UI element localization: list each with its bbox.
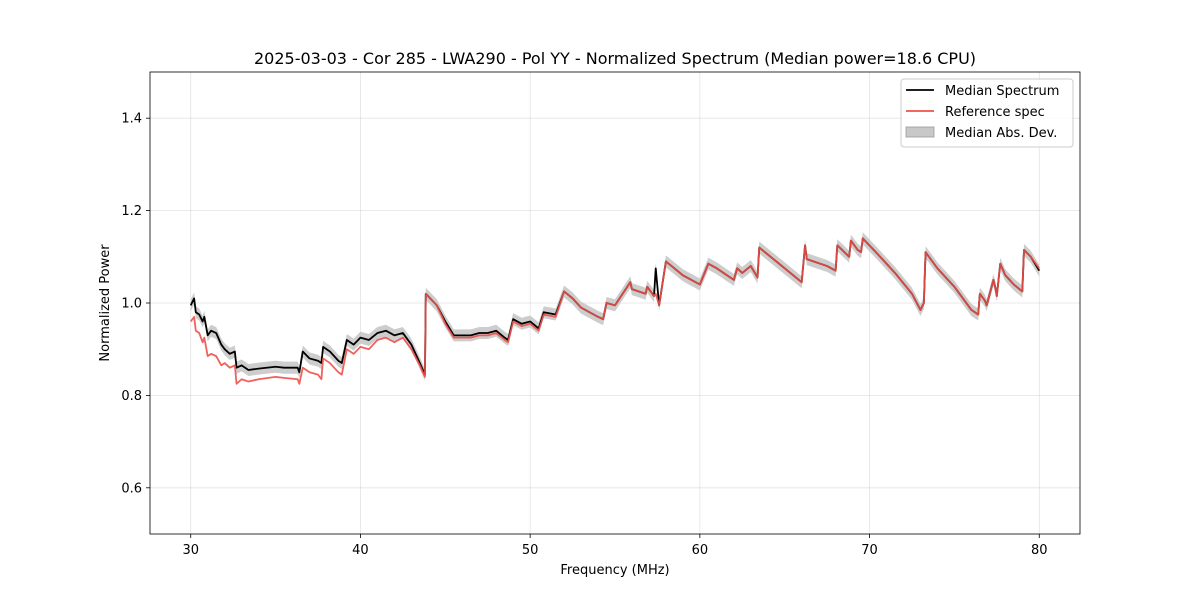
series-layer [189,237,1041,385]
x-tick-label: 70 [861,543,878,558]
x-tick-label: 30 [182,543,199,558]
y-tick-label: 0.8 [121,389,142,404]
y-axis-label: Normalized Power [98,244,113,362]
y-tick-label: 1.4 [121,112,142,127]
y-tick-label: 1.0 [121,297,142,312]
legend-box [900,78,1074,148]
legend: Median Spectrum Reference spec Median Ab… [900,78,1074,148]
x-tick-label: 80 [1031,543,1048,558]
mad-band [190,232,1040,381]
y-tick-label: 0.6 [121,481,142,496]
x-tick-label: 40 [352,543,369,558]
x-tick-label: 50 [522,543,539,558]
legend-label-reference-spec: Reference spec [945,105,1045,120]
y-axis-ticks: 0.6 0.8 1.0 1.2 1.4 [121,112,150,496]
x-axis-ticks: 30 40 50 60 70 80 [182,534,1048,558]
legend-label-median-spectrum: Median Spectrum [945,84,1059,99]
x-tick-label: 60 [692,543,709,558]
series-line-reference-spec [190,237,1040,385]
legend-label-median-abs-dev: Median Abs. Dev. [945,126,1057,141]
x-axis-label: Frequency (MHz) [560,563,669,578]
y-tick-label: 1.2 [121,204,142,219]
mad-band-layer [190,232,1040,381]
legend-swatch-median-abs-dev [905,126,935,138]
chart-title: 2025-03-03 - Cor 285 - LWA290 - Pol YY -… [254,49,976,68]
